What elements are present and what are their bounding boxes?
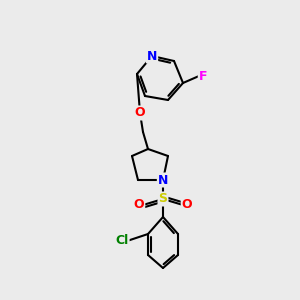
Text: F: F <box>199 70 207 83</box>
Text: S: S <box>158 193 167 206</box>
Text: Cl: Cl <box>116 235 129 248</box>
Text: N: N <box>147 50 157 62</box>
Text: N: N <box>158 173 168 187</box>
Text: O: O <box>134 199 144 212</box>
Text: O: O <box>135 106 145 119</box>
Text: O: O <box>182 199 192 212</box>
